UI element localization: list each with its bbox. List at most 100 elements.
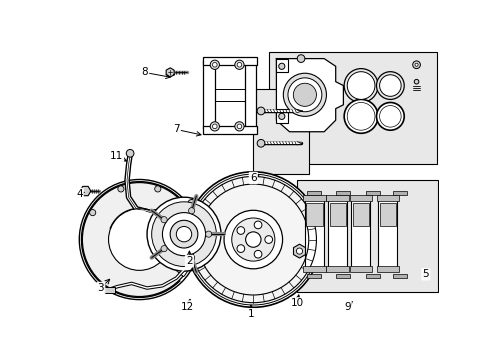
Circle shape — [154, 186, 161, 192]
Circle shape — [237, 62, 241, 67]
Circle shape — [245, 232, 261, 247]
Bar — [376, 266, 398, 272]
Circle shape — [234, 60, 244, 69]
Circle shape — [237, 245, 244, 252]
Bar — [203, 57, 257, 65]
Bar — [335, 191, 349, 195]
Bar — [329, 203, 345, 226]
Bar — [276, 109, 287, 122]
Circle shape — [344, 69, 377, 103]
Circle shape — [176, 226, 191, 242]
Circle shape — [82, 183, 196, 297]
Circle shape — [379, 75, 400, 96]
Circle shape — [162, 213, 205, 256]
Text: 3: 3 — [97, 283, 104, 293]
Bar — [297, 180, 437, 292]
Circle shape — [346, 72, 374, 99]
Bar — [326, 195, 348, 201]
Bar — [303, 266, 325, 272]
Circle shape — [296, 248, 302, 254]
Circle shape — [147, 197, 221, 271]
Text: 2: 2 — [186, 256, 192, 266]
Circle shape — [212, 62, 217, 67]
Circle shape — [376, 72, 404, 99]
Circle shape — [170, 220, 198, 248]
Bar — [379, 203, 395, 226]
Circle shape — [118, 186, 124, 192]
Bar — [104, 287, 115, 293]
Polygon shape — [80, 186, 91, 196]
Circle shape — [185, 172, 321, 307]
Text: 4: 4 — [76, 189, 82, 199]
Circle shape — [224, 210, 282, 269]
Bar — [366, 274, 380, 278]
Bar — [203, 60, 214, 128]
Circle shape — [344, 99, 377, 133]
Circle shape — [254, 250, 262, 258]
Text: 10: 10 — [290, 298, 303, 309]
Text: 11: 11 — [109, 152, 122, 161]
Circle shape — [231, 218, 274, 261]
Circle shape — [210, 60, 219, 69]
Circle shape — [379, 105, 400, 127]
Circle shape — [278, 63, 285, 69]
Bar — [352, 203, 368, 226]
Circle shape — [188, 208, 194, 214]
Bar — [306, 203, 322, 226]
Bar — [393, 274, 407, 278]
Bar — [268, 53, 436, 164]
Circle shape — [257, 139, 264, 147]
Circle shape — [264, 236, 272, 243]
Bar — [305, 199, 324, 268]
Bar — [349, 266, 371, 272]
Circle shape — [161, 217, 167, 223]
Wedge shape — [139, 202, 197, 277]
Bar — [306, 191, 321, 195]
Circle shape — [205, 231, 211, 237]
Bar — [335, 274, 349, 278]
Polygon shape — [166, 68, 174, 77]
Bar — [244, 60, 256, 128]
Circle shape — [108, 209, 170, 270]
Bar — [306, 274, 321, 278]
Polygon shape — [127, 210, 170, 243]
Text: 1: 1 — [247, 309, 254, 319]
Circle shape — [414, 63, 417, 66]
Circle shape — [237, 227, 244, 234]
Circle shape — [151, 202, 216, 266]
Circle shape — [126, 149, 134, 157]
Circle shape — [210, 122, 219, 131]
Text: 5: 5 — [422, 269, 428, 279]
Circle shape — [161, 246, 167, 252]
Bar — [326, 266, 348, 272]
Text: 7: 7 — [173, 125, 179, 134]
Bar — [393, 191, 407, 195]
Circle shape — [187, 174, 318, 305]
Circle shape — [188, 255, 194, 261]
Circle shape — [413, 80, 418, 84]
Circle shape — [346, 103, 374, 130]
Text: 9: 9 — [343, 302, 350, 311]
Circle shape — [293, 83, 316, 106]
Circle shape — [89, 210, 96, 216]
Bar — [253, 89, 308, 174]
Bar — [366, 191, 380, 195]
Text: 6: 6 — [249, 173, 256, 183]
Circle shape — [254, 221, 262, 229]
Text: 12: 12 — [180, 302, 193, 311]
Bar — [349, 195, 371, 201]
Polygon shape — [293, 244, 305, 258]
Circle shape — [297, 55, 305, 62]
Bar — [303, 195, 325, 201]
Circle shape — [283, 73, 326, 116]
Bar — [203, 126, 257, 134]
Bar — [276, 59, 287, 72]
Polygon shape — [276, 59, 343, 132]
Circle shape — [187, 199, 195, 207]
Bar — [327, 199, 346, 268]
Bar — [350, 199, 369, 268]
Circle shape — [257, 107, 264, 115]
Bar — [377, 199, 396, 268]
Circle shape — [376, 103, 404, 130]
Circle shape — [287, 78, 321, 112]
